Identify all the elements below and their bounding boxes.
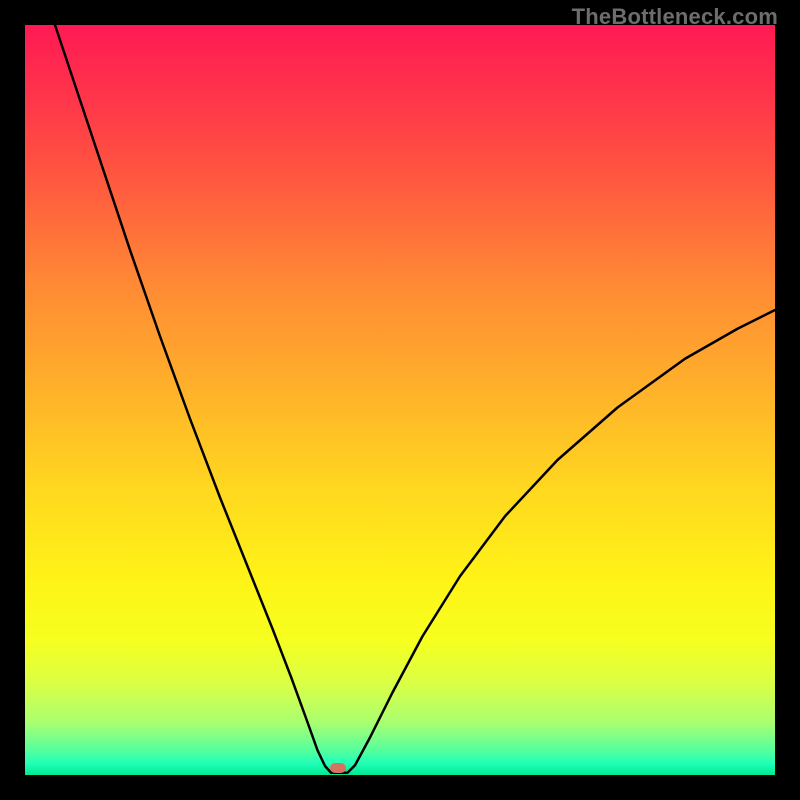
chart-svg (25, 25, 775, 775)
min-marker (330, 763, 346, 773)
gradient-background (25, 25, 775, 775)
chart-frame: TheBottleneck.com (0, 0, 800, 800)
watermark-text: TheBottleneck.com (572, 4, 778, 30)
plot-area (25, 25, 775, 775)
